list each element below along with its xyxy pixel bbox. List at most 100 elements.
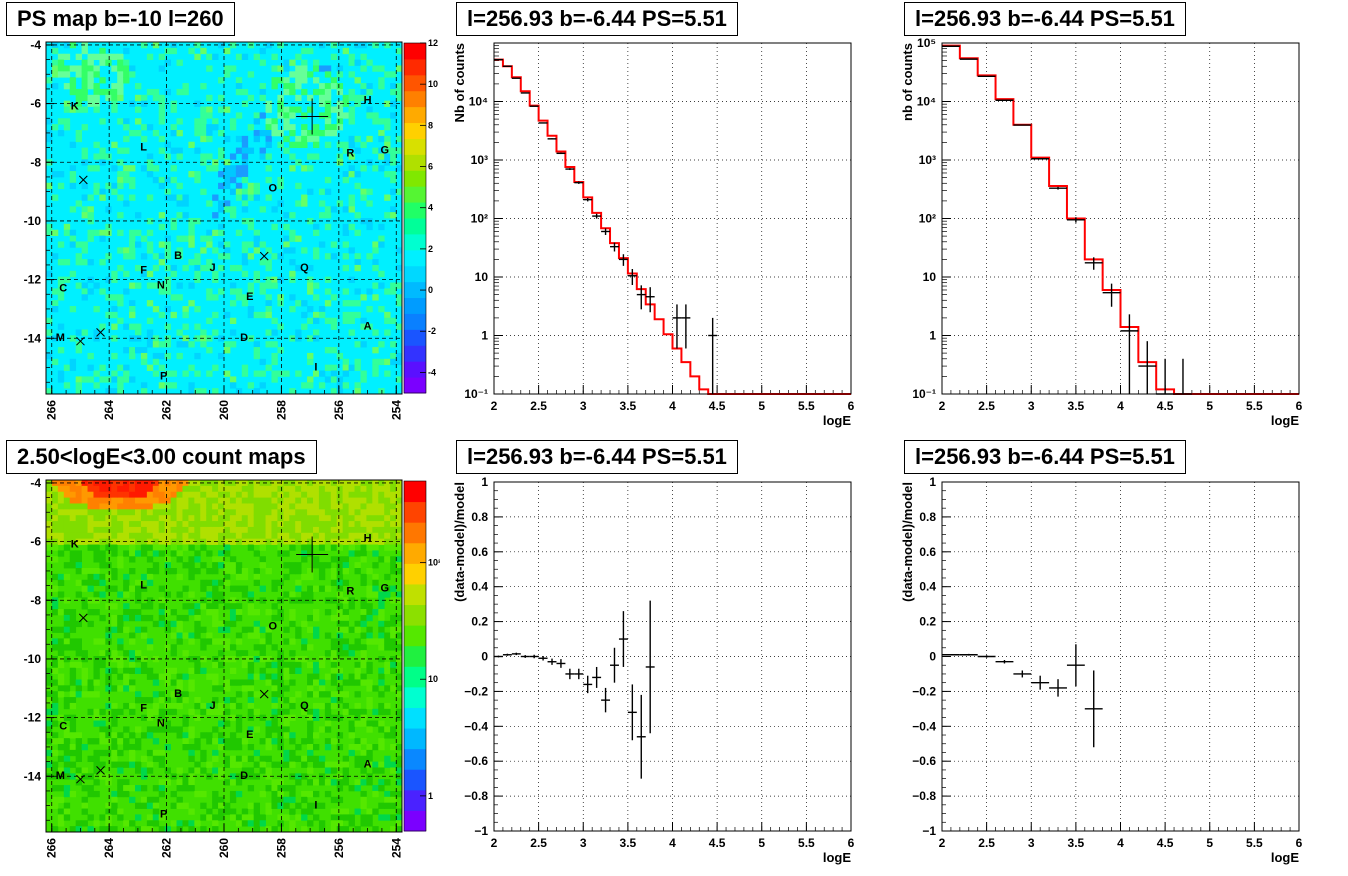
map-y-tick-label: -4 [30, 38, 41, 52]
x-tick-label: 3.5 [1068, 399, 1085, 413]
palette-band [404, 329, 426, 346]
model-histogram [494, 58, 851, 395]
data-point [681, 304, 691, 349]
palette-band [404, 728, 426, 750]
source-label: F [140, 703, 147, 715]
map-y-tick-label: -8 [30, 155, 41, 169]
residual-point [959, 653, 978, 656]
y-tick-label: −0.2 [464, 684, 488, 698]
palette-band [404, 74, 426, 92]
data-point [583, 198, 593, 202]
data-point [529, 105, 539, 107]
data-point [1031, 157, 1050, 160]
source-label: P [160, 808, 167, 820]
x-tick-label: 4.5 [709, 836, 726, 850]
palette-tick-label: -4 [428, 367, 436, 377]
residual-fine-panel: 2 2.5 3 3.5 4 4.5 5 5.5 6 −1 −0.8 −0.6 −0.4 −0.2 0 0.2 0… [450, 438, 890, 876]
residual-fine-plot: 2 2.5 3 3.5 4 4.5 5 5.5 6 −1 −0.8 −0.6 −0.4 −0.2 0 0.2 0… [452, 475, 855, 865]
source-label: C [59, 720, 67, 732]
source-label: B [174, 250, 182, 262]
palette-band [404, 106, 426, 124]
y-tick-label: 0 [481, 650, 488, 664]
y-tick-label: −0.2 [912, 684, 936, 698]
palette-band [404, 522, 426, 544]
x-tick-label: 5.5 [1246, 399, 1263, 413]
source-label: L [140, 142, 147, 154]
map-y-tick-label: -12 [24, 273, 42, 287]
residual-fine-title: l=256.93 b=-6.44 PS=5.51 [456, 440, 738, 474]
source-label: I [314, 362, 317, 374]
map-x-tick-label: 262 [160, 400, 174, 420]
residual-point [942, 654, 960, 656]
ps-map-title: PS map b=-10 l=260 [6, 2, 235, 36]
map-x-tick-label: 254 [389, 838, 403, 858]
y-tick-label: 0.4 [471, 580, 488, 594]
map-x-tick-label: 264 [102, 838, 116, 858]
palette-band [404, 297, 426, 314]
palette-band [404, 542, 426, 564]
source-label: D [240, 332, 248, 344]
palette-band [404, 625, 426, 647]
x-axis-label: logE [1271, 413, 1299, 428]
source-label: R [346, 147, 354, 159]
data-point [601, 228, 611, 235]
data-point [1084, 257, 1103, 270]
data-point [547, 138, 557, 140]
x-tick-label: 4 [669, 836, 676, 850]
y-tick-label: −0.6 [912, 754, 936, 768]
data-point [636, 285, 646, 310]
palette-tick-label: 4 [428, 203, 433, 213]
palette-band [404, 377, 426, 394]
source-cross-marker [259, 251, 269, 261]
residual-point [502, 653, 512, 656]
y-axis-label: (data-model)/model [900, 482, 915, 602]
map-y-tick-label: -4 [30, 476, 41, 490]
source-label: B [174, 688, 182, 700]
source-label: O [269, 183, 278, 195]
map-y-tick-label: -14 [24, 769, 42, 783]
data-point [1120, 314, 1139, 394]
residual-point [1031, 675, 1050, 690]
plot-frame [941, 42, 1300, 395]
residual-point [547, 658, 557, 665]
target-source-crosshair [296, 98, 329, 135]
x-tick-label: 2.5 [978, 399, 995, 413]
source-label: M [56, 332, 65, 344]
x-tick-label: 6 [848, 836, 855, 850]
palette-band [404, 90, 426, 108]
map-x-tick-label: 266 [45, 838, 59, 858]
y-tick-label: 10⁵ [917, 36, 936, 50]
data-point [1049, 186, 1067, 190]
y-tick-label: 1 [481, 475, 488, 489]
palette-band [404, 769, 426, 791]
source-label: K [71, 538, 79, 550]
source-label: D [240, 770, 248, 782]
source-cross-marker [78, 175, 88, 185]
source-label: F [140, 265, 147, 277]
y-tick-label: 10⁻¹ [464, 387, 488, 401]
source-label: Q [300, 700, 309, 712]
x-tick-label: 6 [1296, 399, 1303, 413]
x-tick-label: 5 [1206, 836, 1213, 850]
residual-point [627, 684, 637, 741]
source-label: A [364, 758, 372, 770]
source-label: H [364, 95, 372, 107]
residual-point [538, 655, 548, 661]
x-tick-label: 3.5 [620, 836, 637, 850]
source-label: M [56, 770, 65, 782]
map-frame [45, 41, 403, 395]
data-point [708, 317, 718, 394]
palette-band [404, 218, 426, 235]
source-cross-marker [96, 328, 105, 337]
x-tick-label: 4 [1117, 399, 1124, 413]
count-map-plot: 266 264 262 260 258 256 254 -4 -6 -8 -10 -12 -14 K L H R… [24, 476, 440, 858]
x-tick-label: 4.5 [709, 399, 726, 413]
palette-frame [403, 42, 427, 394]
y-tick-label: 0.6 [919, 545, 936, 559]
x-axis-label: logE [823, 413, 851, 428]
map-y-tick-label: -6 [30, 97, 41, 111]
ps-map-plot: 266 264 262 260 258 256 254-4-6-8-10-12-14KLHR… [24, 38, 438, 420]
palette-tick-label: 8 [428, 120, 433, 130]
map-frame [45, 479, 403, 833]
data-point [610, 242, 619, 252]
